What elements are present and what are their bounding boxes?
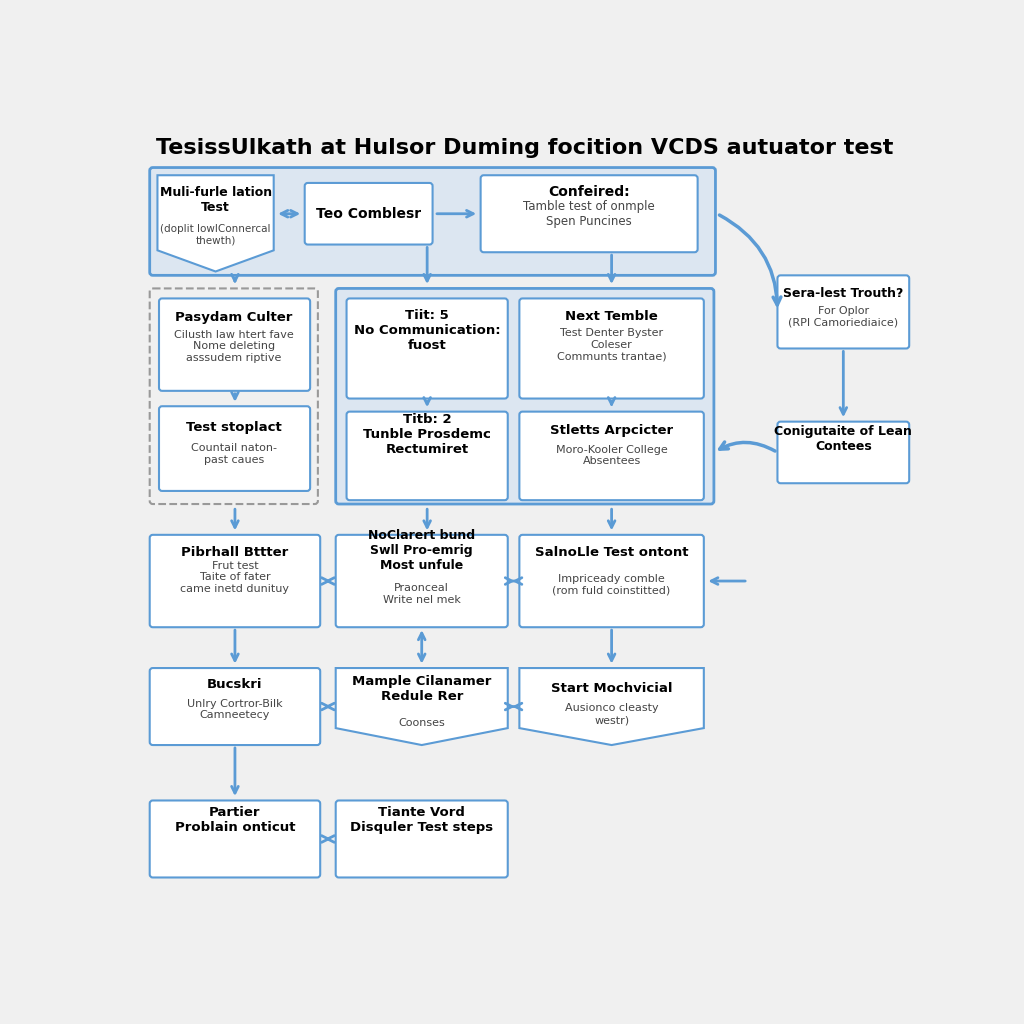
Text: Sera-lest Trouth?: Sera-lest Trouth?: [783, 288, 903, 300]
Text: Frut test
Taite of fater
came inetd dunituy: Frut test Taite of fater came inetd duni…: [180, 560, 290, 594]
Text: SalnoLle Test ontont: SalnoLle Test ontont: [535, 546, 688, 559]
Text: Test Denter Byster
Coleser
Communts trantae): Test Denter Byster Coleser Communts tran…: [557, 328, 667, 361]
FancyBboxPatch shape: [159, 298, 310, 391]
Text: Teo Comblesr: Teo Comblesr: [315, 207, 421, 221]
Text: Start Mochvicial: Start Mochvicial: [551, 682, 673, 695]
FancyBboxPatch shape: [777, 422, 909, 483]
Text: Tamble test of onmple
Spen Puncines: Tamble test of onmple Spen Puncines: [523, 200, 655, 227]
FancyBboxPatch shape: [336, 535, 508, 628]
Text: Tiante Vord
Disquler Test steps: Tiante Vord Disquler Test steps: [350, 806, 494, 834]
Text: Conigutaite of Lean
Contees: Conigutaite of Lean Contees: [774, 425, 912, 453]
FancyBboxPatch shape: [159, 407, 310, 490]
Text: Coonses: Coonses: [398, 719, 445, 728]
FancyBboxPatch shape: [305, 183, 432, 245]
Text: Praonceal
Write nel mek: Praonceal Write nel mek: [383, 584, 461, 605]
Text: (doplit lowlConnercal
thewth): (doplit lowlConnercal thewth): [161, 223, 270, 246]
Text: Pibrhall Bttter: Pibrhall Bttter: [181, 546, 289, 559]
FancyBboxPatch shape: [150, 168, 716, 275]
Polygon shape: [519, 668, 703, 745]
FancyBboxPatch shape: [150, 668, 321, 745]
Text: Countail naton-
past caues: Countail naton- past caues: [191, 443, 278, 465]
Text: NoClarert bund
Swll Pro-emrig
Most unfule: NoClarert bund Swll Pro-emrig Most unful…: [369, 528, 475, 571]
Text: Muli-furle lation
Test: Muli-furle lation Test: [160, 186, 271, 214]
Text: Ausionco cleasty
westr): Ausionco cleasty westr): [565, 703, 658, 725]
Text: TesissUlkath at Hulsor Duming focition VCDS autuator test: TesissUlkath at Hulsor Duming focition V…: [156, 137, 894, 158]
FancyBboxPatch shape: [519, 412, 703, 500]
Text: Next Temble: Next Temble: [565, 310, 658, 324]
FancyBboxPatch shape: [777, 275, 909, 348]
Text: Cilusth law htert fave
Nome deleting
asssudem riptive: Cilusth law htert fave Nome deleting ass…: [174, 330, 294, 362]
Text: Moro-Kooler College
Absentees: Moro-Kooler College Absentees: [556, 444, 668, 466]
FancyBboxPatch shape: [346, 412, 508, 500]
Text: Mample Cilanamer
Redule Rer: Mample Cilanamer Redule Rer: [352, 675, 492, 702]
FancyBboxPatch shape: [150, 801, 321, 878]
Polygon shape: [336, 668, 508, 745]
FancyBboxPatch shape: [480, 175, 697, 252]
FancyBboxPatch shape: [336, 289, 714, 504]
Text: Stletts Arpcicter: Stletts Arpcicter: [550, 424, 673, 437]
Text: Pasydam Culter: Pasydam Culter: [175, 311, 293, 325]
Polygon shape: [158, 175, 273, 271]
FancyBboxPatch shape: [346, 298, 508, 398]
Text: Bucskri: Bucskri: [207, 679, 263, 691]
Text: For Oplor
(RPI Camoriediaice): For Oplor (RPI Camoriediaice): [788, 306, 898, 328]
Text: Titb: 2
Tunble Prosdemc
Rectumiret: Titb: 2 Tunble Prosdemc Rectumiret: [364, 414, 492, 457]
FancyBboxPatch shape: [519, 535, 703, 628]
Text: Unlry Cortror-Bilk
Camneetecy: Unlry Cortror-Bilk Camneetecy: [187, 698, 283, 721]
FancyBboxPatch shape: [150, 535, 321, 628]
Text: Impriceady comble
(rom fuld coinstitted): Impriceady comble (rom fuld coinstitted): [553, 574, 671, 596]
FancyBboxPatch shape: [336, 801, 508, 878]
FancyBboxPatch shape: [519, 298, 703, 398]
Text: Tiit: 5
No Communication:
fuost: Tiit: 5 No Communication: fuost: [354, 309, 501, 352]
Text: Confeired:: Confeired:: [548, 185, 630, 200]
Text: Partier
Problain onticut: Partier Problain onticut: [175, 806, 295, 834]
Text: Test stoplact: Test stoplact: [186, 421, 282, 433]
